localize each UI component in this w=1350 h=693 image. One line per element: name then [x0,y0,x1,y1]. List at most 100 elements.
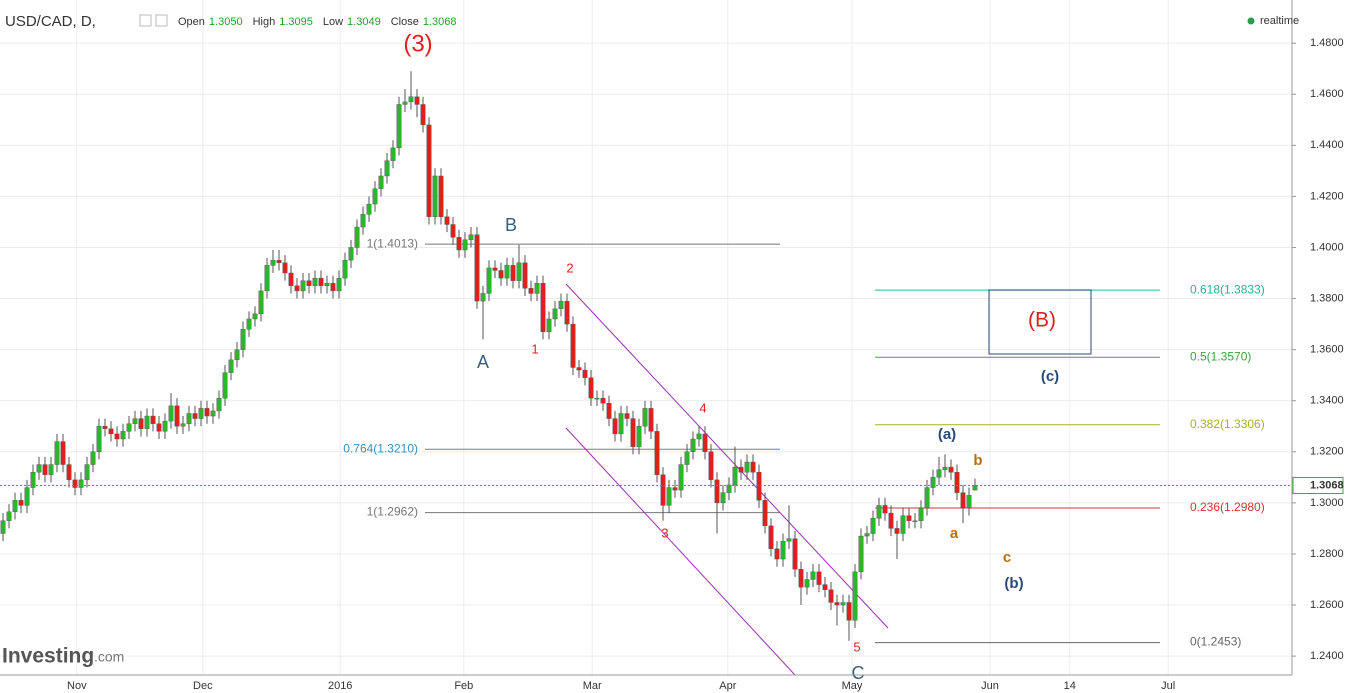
candle-body [882,505,888,514]
candle-body [0,520,6,534]
candle-body [120,431,126,440]
candle-body [444,216,450,225]
brand: Investing .com [2,645,124,668]
candle-body [480,293,486,302]
brand-name: Investing [2,645,94,668]
x-tick-label: Jun [981,680,999,692]
candle-body [288,272,294,286]
candle-body [834,602,840,606]
wave-label: (a) [938,426,956,443]
candle-body [702,433,708,452]
field-value: 1.3049 [347,16,381,28]
candle-body [876,505,882,519]
candle-body [738,466,744,473]
candle-body [396,104,402,149]
candle-body [330,283,336,292]
candle-body [954,472,960,493]
field-value: 1.3050 [209,16,243,28]
candle-body [504,265,510,279]
wave-label: A [477,352,489,372]
candle-body [858,535,864,573]
candle-body [774,548,780,560]
candle-body [750,461,756,473]
candle-body [486,267,492,294]
field-name: Open [178,16,205,28]
candle-body [366,203,372,215]
candle-body [30,472,36,488]
candle-body [660,474,666,506]
grid [0,0,1292,675]
candle-body [828,589,834,603]
candle-body [162,420,168,432]
header: USD/CAD, D, realtime Open 1.3050 High 1.309… [5,13,1299,30]
x-tick-label: 2016 [328,680,352,692]
candle-body [426,124,432,218]
candle-body [792,538,798,570]
x-tick-label: Nov [67,680,87,692]
y-tick-label: 1.2400 [1310,650,1344,662]
candle-body [744,461,750,473]
candle-body [696,433,702,440]
y-tick-label: 1.4200 [1310,190,1344,202]
candle-body [558,300,564,309]
candle-body [300,280,306,292]
candle-body [960,492,966,509]
y-tick-label: 1.2600 [1310,599,1344,611]
candle-body [450,224,456,238]
candle-body [36,464,42,473]
candle-body [966,495,972,509]
wave-label: (B) [1028,309,1056,332]
field-name: High [253,16,276,28]
candle-body [552,308,558,320]
wave-label: B [505,215,517,235]
level-label: 1(1.2962) [367,505,418,519]
candle-body [324,283,330,286]
y-tick-label: 1.3000 [1310,497,1344,509]
x-tick-label: May [842,680,863,692]
y-tick-label: 1.4400 [1310,139,1344,151]
symbol: USD/CAD, D, [5,13,96,30]
candle-body [654,431,660,475]
candle-body [972,485,978,491]
candle-body [264,265,270,292]
wave-label: b [973,452,982,469]
candle-body [534,283,540,294]
candle-body [462,239,468,251]
candle-body [468,234,474,241]
icon[interactable] [139,14,152,27]
candle-body [846,602,852,621]
candle-body [648,408,654,432]
candle-body [84,464,90,481]
candle-body [594,397,600,400]
icon[interactable] [155,14,168,27]
candle-body [912,520,918,522]
candle-body [306,280,312,286]
candle-body [270,260,276,266]
x-tick-label: Mar [583,680,602,692]
candle-body [936,469,942,478]
candle-body [864,533,870,537]
candle-body [564,300,570,325]
candle-body [798,569,804,588]
candle-body [420,104,426,126]
candle-body [414,96,420,105]
candle-body [180,423,186,427]
x-tick-label: Jul [1161,680,1175,692]
candle-body [804,579,810,588]
candle-body [228,359,234,373]
candle-body [690,438,696,452]
candle-body [198,408,204,419]
candle-body [384,160,390,177]
candle-body [312,277,318,286]
level-label: 0.382(1.3306) [1190,417,1265,431]
wave-label: (c) [1041,368,1059,385]
candle-body [96,426,102,452]
candle-body [126,423,132,432]
target-box [988,289,1092,355]
candle-body [906,515,912,521]
candle-body [108,428,114,435]
candle-body [174,405,180,427]
candle-body [780,540,786,560]
